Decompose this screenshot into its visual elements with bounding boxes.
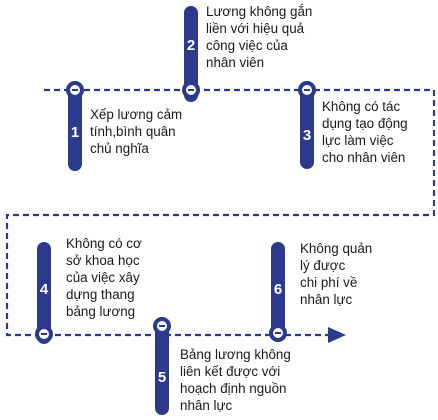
step-1-number: 1 [70, 124, 80, 141]
step-5-line: nhân lực [180, 398, 233, 413]
step-4-text: Không có cơ sở khoa học của việc xây dựn… [66, 235, 142, 320]
step-6-node-icon [269, 324, 287, 342]
step-1-line: Xếp lương cảm [90, 107, 183, 122]
step-3-node-icon [298, 81, 316, 99]
step-6-line: nhân lực [300, 292, 353, 307]
step-2-line: liền với hiệu quả [206, 21, 305, 36]
step-1-text: Xếp lương cảm tính,bình quân chủ nghĩa [90, 106, 182, 157]
step-2-text: Lương không gắn liền với hiệu quả công v… [206, 3, 312, 71]
step-2-node-icon [182, 81, 200, 99]
step-6-text: Không quản lý được chi phí về nhân lực [300, 240, 372, 308]
step-4-number: 4 [39, 281, 49, 298]
step-1-marker: 1 [66, 81, 84, 171]
step-5-line: Bảng lương không [180, 347, 291, 362]
step-6-line: chi phí về [300, 275, 358, 290]
step-4-line: của việc xây [66, 270, 140, 285]
step-3-line: Không có tác [322, 99, 401, 114]
dashed-connector-path [5, 88, 436, 337]
step-1-line: chủ nghĩa [90, 141, 149, 156]
step-4-line: bảng lương [66, 304, 136, 319]
step-3-number: 3 [302, 127, 312, 144]
step-3-line: cho nhân viên [322, 150, 406, 165]
step-3-marker: 3 [298, 81, 316, 169]
step-6-marker: 6 [269, 242, 287, 342]
arrow-head-icon [328, 327, 346, 343]
step-2-line: Lương không gắn [206, 4, 313, 19]
step-2-marker: 2 [182, 6, 200, 102]
step-6-line: Không quản [300, 241, 373, 256]
step-5-line: hoạch định nguồn [180, 381, 287, 396]
step-6-number: 6 [273, 281, 283, 298]
step-4-node-icon [35, 325, 53, 343]
step-4-line: dựng thang [66, 287, 135, 302]
step-3-line: lực làm việc [322, 133, 394, 148]
step-5-marker: 5 [153, 317, 171, 415]
step-5-node-icon [153, 317, 171, 335]
step-4-marker: 4 [35, 242, 53, 344]
step-2-line: nhân viên [206, 55, 265, 70]
step-4-line: Không có cơ [66, 236, 142, 251]
step-1-line: tính,bình quân [90, 124, 176, 139]
step-2-number: 2 [186, 37, 196, 54]
step-2-line: công việc của [206, 38, 288, 53]
step-5-text: Bảng lương không liên kết được với hoạch… [180, 346, 291, 414]
step-4-line: sở khoa học [66, 253, 140, 268]
step-3-line: dụng tạo động [322, 116, 408, 131]
step-5-number: 5 [157, 369, 167, 386]
step-6-line: lý được [300, 258, 346, 273]
step-3-text: Không có tác dụng tạo động lực làm việc … [322, 98, 408, 166]
step-5-line: liên kết được với [180, 364, 281, 379]
step-1-node-icon [66, 81, 84, 99]
